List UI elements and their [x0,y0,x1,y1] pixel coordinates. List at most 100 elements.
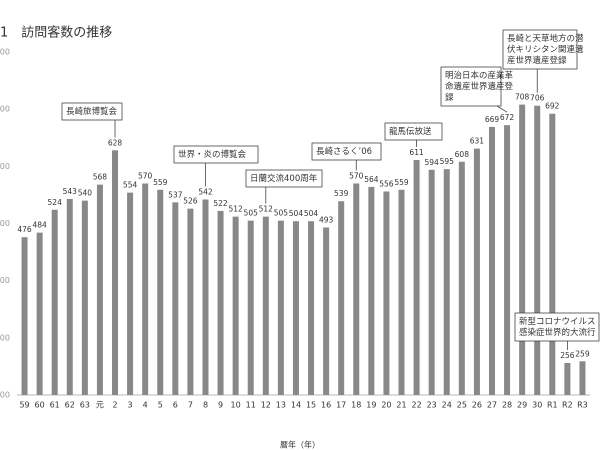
value-label: 692 [545,102,560,111]
value-label: 256 [560,351,575,360]
value-label: 512 [228,205,243,214]
y-tick-label: 300 [0,333,10,342]
callout-box [440,66,502,107]
x-tick-label: 22 [411,401,421,410]
callout-leader [496,105,508,113]
bar [579,361,586,395]
value-label: 554 [123,181,138,190]
value-label: 539 [334,189,349,198]
x-tick-label: 25 [457,401,467,410]
callout-box [61,102,123,121]
x-tick-label: 60 [35,401,45,410]
x-tick-label: 59 [19,401,29,410]
bar [96,184,103,395]
bar [112,150,119,395]
value-label: 540 [78,189,93,198]
callout-text: 伏キリシタン関連遺 [507,44,584,55]
x-tick-label: 16 [321,401,331,410]
x-tick-label: 4 [143,401,148,410]
bar [443,169,450,395]
value-label: 594 [425,158,440,167]
bar [277,220,284,395]
value-label: 259 [575,349,590,358]
x-tick-label: 24 [442,401,452,410]
x-tick-label: 10 [231,401,241,410]
bar [308,221,315,395]
bar [368,186,375,395]
bar [428,169,435,395]
bar [187,208,194,395]
x-tick-label: 15 [306,401,316,410]
x-tick-label: 30 [532,401,542,410]
x-tick-label: R2 [562,401,573,410]
bar [383,191,390,395]
value-label: 706 [530,94,545,103]
bar [488,126,495,395]
bar [338,201,345,395]
bar [51,209,58,395]
value-label: 505 [274,209,289,218]
value-label: 559 [153,178,168,187]
x-tick-label: 20 [381,401,391,410]
value-label: 524 [48,198,63,207]
callout-text: 命遺産世界遺産登 [445,81,514,92]
bar [398,189,405,395]
x-tick-label: 3 [128,401,133,410]
bar [127,192,134,395]
value-label: 512 [259,205,274,214]
bar [353,183,360,395]
bar [247,220,254,395]
callout-text: 長崎旅博覧会 [66,106,118,117]
callout-text: 産世界遺産登録 [507,55,567,66]
value-label: 522 [213,199,228,208]
callout-box [514,312,600,342]
bar [473,148,480,395]
x-tick-label: 28 [502,401,512,410]
value-label: 568 [93,173,108,182]
x-tick-label: 2 [112,401,117,410]
bar [458,161,465,395]
value-label: 611 [409,148,424,157]
x-tick-label: 5 [158,401,163,410]
bar [217,210,224,395]
x-tick-label: 6 [173,401,178,410]
callout-text: 世界・炎の博覧会 [178,149,247,160]
bar [519,104,526,396]
value-label: 484 [32,221,47,230]
x-tick-label: 7 [188,401,193,410]
bar [323,227,330,395]
x-tick-label: 11 [246,401,256,410]
bar [292,221,299,395]
callout-text: 新型コロナウイルス [519,316,596,327]
x-tick-label: 19 [366,401,376,410]
value-label: 631 [470,137,485,146]
callout-box [502,29,578,70]
x-tick-label: 63 [80,401,90,410]
callout-text: 日蘭交流400周年 [250,173,318,184]
bar [172,202,179,395]
callout-text: 長崎と天草地方の潜 [507,33,584,44]
value-label: 543 [63,187,78,196]
value-label: 570 [138,171,153,180]
callout-box [173,145,259,164]
value-label: 595 [440,157,455,166]
value-label: 526 [183,197,198,206]
x-tick-label: 9 [218,401,223,410]
x-tick-label: 61 [50,401,60,410]
bar [36,232,43,395]
bar [66,198,73,395]
callout-box [245,169,323,188]
value-label: 628 [108,138,123,147]
y-tick-label: 200 [0,391,10,400]
callout-box [311,142,382,161]
chart-title: 1 訪問客数の推移 [0,25,112,41]
bar [202,199,209,395]
value-label: 504 [304,209,319,218]
y-tick-label: 800 [0,48,10,57]
y-tick-label: 600 [0,162,10,171]
bar [504,125,511,395]
x-tick-label: 13 [276,401,286,410]
value-label: 570 [349,171,364,180]
x-tick-label: 18 [351,401,361,410]
